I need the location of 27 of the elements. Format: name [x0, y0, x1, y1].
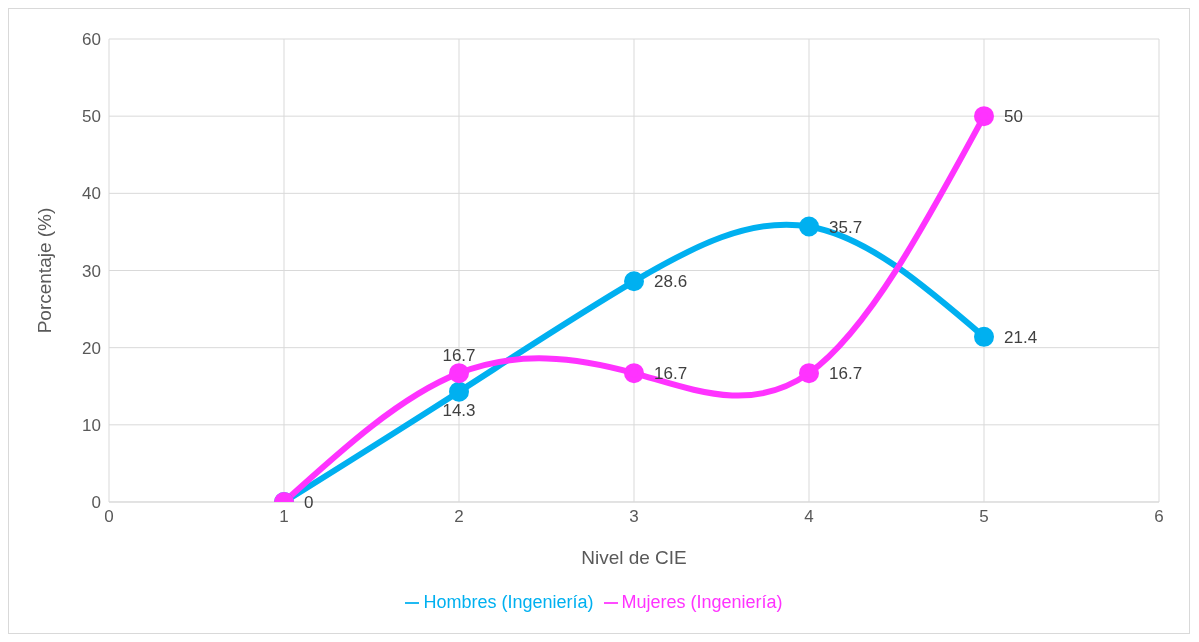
data-label: 21.4 [1004, 327, 1038, 347]
data-label: 16.7 [829, 364, 863, 384]
x-axis-title: Nivel de CIE [581, 547, 687, 568]
y-tick-label: 50 [82, 107, 101, 127]
x-tick-label: 6 [1154, 507, 1164, 527]
x-tick-label: 4 [804, 507, 814, 527]
y-tick-label: 0 [91, 493, 101, 513]
data-label: 16.7 [442, 346, 476, 366]
y-tick-label: 10 [82, 415, 101, 435]
data-label: 50 [1004, 107, 1023, 127]
data-label: 35.7 [829, 217, 863, 237]
data-label: 14.3 [442, 400, 476, 420]
y-tick-label: 40 [82, 184, 101, 204]
y-axis-title: Porcentaje (%) [33, 207, 55, 334]
y-tick-label: 20 [82, 338, 101, 358]
legend-label: Hombres (Ingeniería) [423, 592, 594, 612]
x-tick-label: 2 [454, 507, 464, 527]
legend-label: Mujeres (Ingeniería) [621, 592, 783, 612]
x-tick-label: 5 [979, 507, 989, 527]
data-label: 16.7 [654, 364, 688, 384]
x-tick-label: 3 [629, 507, 639, 527]
x-tick-label: 0 [104, 507, 114, 527]
data-label: 28.6 [654, 272, 688, 292]
y-tick-label: 30 [82, 261, 101, 281]
x-tick-label: 1 [279, 507, 289, 527]
y-tick-label: 60 [82, 30, 101, 50]
data-label: 0 [304, 493, 314, 512]
